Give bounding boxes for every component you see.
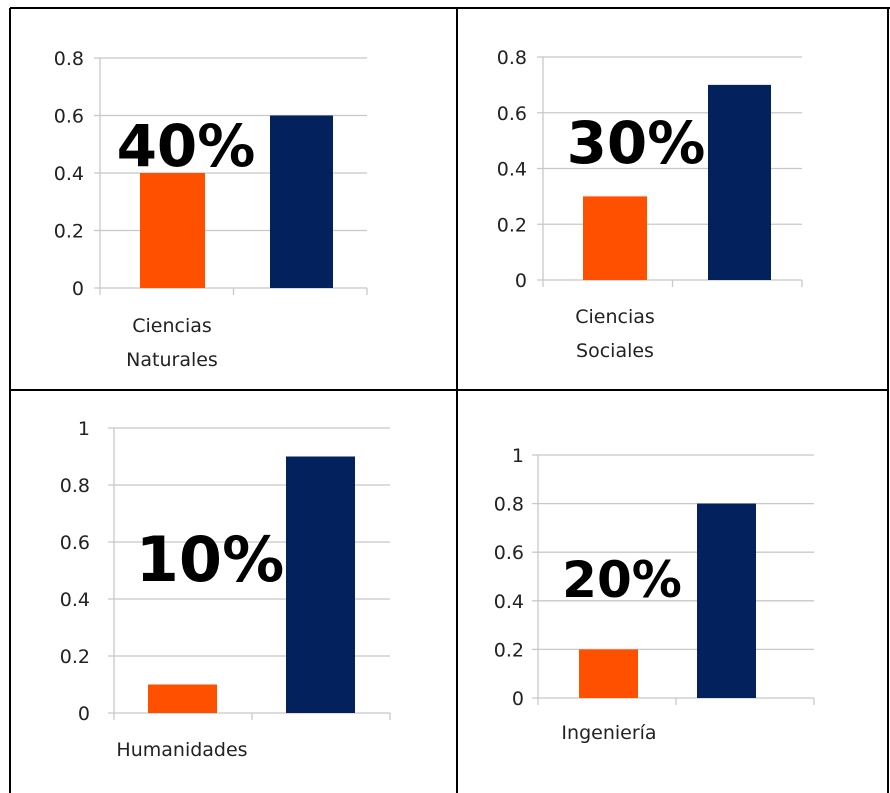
bar-percent [140,173,205,288]
y-tick-label: 0.2 [60,646,90,668]
percent-overlay-label: 30% [567,109,706,177]
bar-rest [270,115,333,288]
y-tick-label: 0.4 [497,159,527,181]
y-tick-label: 0.8 [60,475,90,497]
y-tick-label: 0.8 [54,48,84,70]
category-label-line: Ingeniería [561,722,656,744]
category-label: Ciencias Sociales [575,306,655,362]
y-tick-label: 0.6 [497,103,527,125]
y-tick-label: 0.2 [54,221,84,243]
y-tick-label: 0.6 [60,532,90,554]
category-label-line: Ciencias [132,315,212,337]
y-tick-label: 0 [515,270,527,292]
category-label: Ciencias Naturales [126,315,218,371]
bar-percent [148,684,217,713]
percent-overlay-label: 10% [136,523,284,596]
category-label-line: Naturales [126,349,218,371]
category-label-line: Sociales [576,340,654,362]
y-tick-label: 0.4 [60,589,90,611]
y-tick-label: 0 [512,688,524,710]
y-tick-label: 0.2 [497,214,527,236]
y-tick-label: 0.6 [494,542,524,564]
y-tick-label: 0 [78,703,90,725]
bar-rest [286,456,355,713]
category-label: Ingeniería [561,722,656,744]
category-label: Humanidades [116,739,247,761]
bar-percent [583,196,647,280]
y-tick-label: 0.4 [54,163,84,185]
y-tick-label: 0 [72,278,84,300]
bar-rest [708,84,771,280]
y-tick-label: 0.8 [497,47,527,69]
bar-percent [579,649,638,698]
bar-rest [697,503,756,698]
percent-overlay-label: 20% [562,551,682,609]
category-label-line: Humanidades [116,739,247,761]
y-tick-label: 0.4 [494,591,524,613]
percent-overlay-label: 40% [117,112,256,180]
y-tick-label: 0.2 [494,639,524,661]
y-tick-label: 0.8 [494,494,524,516]
y-tick-label: 1 [512,445,524,467]
category-label-line: Ciencias [575,306,655,328]
y-tick-label: 1 [78,418,90,440]
y-tick-label: 0.6 [54,106,84,128]
